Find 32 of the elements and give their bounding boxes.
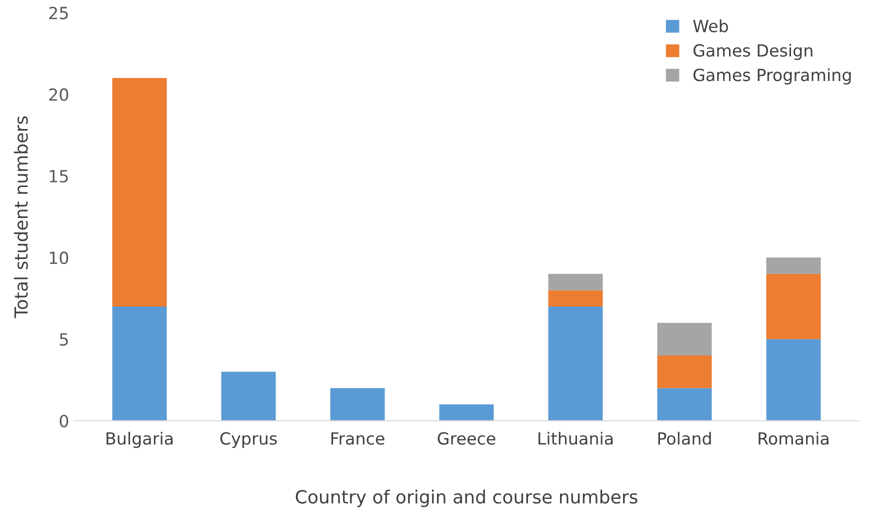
bar <box>112 306 167 421</box>
legend-label: Games Programing <box>694 68 851 84</box>
y-tick-label: 5 <box>60 333 68 346</box>
bar <box>657 322 712 356</box>
x-tick-label: Romania <box>758 432 828 445</box>
bar <box>766 274 821 340</box>
y-tick-label: 15 <box>50 170 68 183</box>
y-tick-label: 25 <box>49 6 68 20</box>
x-axis-title: Country of origin and course numbers <box>296 490 638 508</box>
bar <box>766 339 821 421</box>
x-tick-label: Bulgaria <box>106 432 173 448</box>
x-tick-label: Lithuania <box>538 432 613 445</box>
y-axis-title: Total student numbers <box>14 116 28 318</box>
bar <box>439 404 494 421</box>
bar <box>657 388 712 421</box>
bar <box>221 372 276 421</box>
x-tick-label: France <box>331 432 384 445</box>
legend-label: Web <box>693 19 728 32</box>
y-tick-label: 0 <box>60 414 68 428</box>
bar <box>766 258 821 274</box>
bar <box>330 388 385 421</box>
bar <box>657 355 712 388</box>
bar <box>112 78 167 307</box>
bar <box>548 274 603 290</box>
y-tick-label: 20 <box>49 88 68 101</box>
x-tick-label: Poland <box>658 432 711 445</box>
legend-label: Games Design <box>694 44 812 60</box>
y-tick-label: 10 <box>50 252 68 264</box>
x-tick-label: Greece <box>438 432 496 445</box>
bar <box>548 306 603 421</box>
bar <box>548 290 603 307</box>
x-tick-label: Cyprus <box>220 432 277 448</box>
